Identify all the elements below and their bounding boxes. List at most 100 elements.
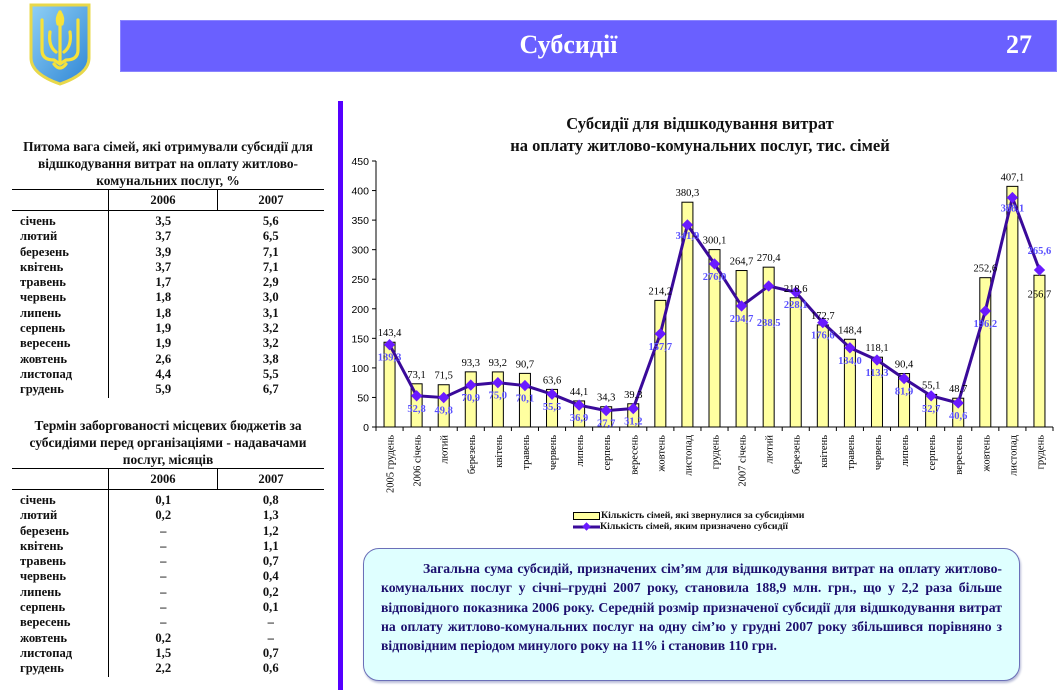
bar-data-label: 48,7 [949, 384, 967, 395]
table1-value-2007: 3,8 [262, 351, 279, 366]
table2-value-2007: 1,2 [262, 523, 279, 538]
table2-value-2006: – [160, 538, 167, 553]
table1-month: лютий [12, 229, 109, 245]
line-data-label: 52,8 [407, 404, 425, 415]
legend-label-line: Кількість сімей, яким призначено субсиді… [600, 521, 788, 532]
table1-value-2006: 2,6 [155, 351, 172, 366]
x-category-label: травень [521, 435, 532, 470]
table2-header-blank [12, 468, 109, 490]
table2-row: лютий 0,2 1,3 [12, 508, 324, 524]
table2-value-2007: 0,7 [262, 645, 279, 660]
bar-data-label: 90,7 [516, 359, 534, 370]
bar [410, 383, 423, 428]
bar-data-label: 34,3 [597, 393, 615, 404]
x-category-label: лютий [765, 435, 776, 464]
line-marker [817, 316, 829, 329]
bar-data-label: 407,1 [1001, 172, 1025, 183]
table2-value-2006: – [160, 569, 167, 584]
table1-row: жовтень 2,6 3,8 [12, 351, 324, 367]
line-data-label: 49,8 [435, 406, 453, 417]
line-marker [898, 372, 910, 385]
x-category-label: липень [575, 435, 586, 467]
table1-row: вересень 1,9 3,2 [12, 336, 324, 352]
line-marker [871, 354, 883, 366]
coat-of-arms-icon [29, 3, 91, 86]
line-data-label: 31,2 [624, 417, 642, 428]
table2-row: січень 0,1 0,8 [12, 489, 324, 509]
x-category-label: квітень [494, 435, 505, 468]
line-data-label: 265,6 [1028, 246, 1052, 257]
x-category-label: серпень [927, 435, 938, 471]
table1-title: Питома вага сімей, які отримували субсид… [23, 139, 313, 188]
table1-header-row: 2006 2007 [12, 189, 324, 211]
line-marker [600, 404, 612, 417]
table2-block: Термін заборгованості місцевих бюджетів … [12, 417, 324, 677]
table1-value-2006: 1,9 [155, 321, 172, 336]
line-data-label: 204,7 [730, 314, 754, 325]
bar-data-label: 55,1 [922, 380, 940, 391]
table1-header-blank [12, 189, 109, 211]
legend-item-line: Кількість сімей, яким призначено субсиді… [573, 521, 804, 532]
y-tick-label: 200 [351, 304, 369, 316]
bar-data-label: 218,6 [784, 284, 808, 295]
table2-value-2006: – [160, 600, 167, 615]
line-marker [790, 286, 802, 298]
table2-month: вересень [12, 615, 109, 631]
line-data-label: 55,5 [543, 402, 561, 413]
y-tick-label: 250 [351, 274, 369, 286]
table2-value-2006: – [160, 523, 167, 538]
table2-row: квітень – 1,1 [12, 538, 324, 555]
table2-row: липень – 0,2 [12, 584, 324, 601]
line-marker [573, 399, 585, 411]
table2-value-2007: 0,6 [262, 661, 279, 676]
line-data-label: 157,7 [649, 342, 673, 353]
bar-data-label: 44,1 [570, 387, 588, 398]
bar-data-label: 380,3 [676, 188, 700, 199]
table2-value-2006: – [160, 554, 167, 569]
bar-data-label: 264,7 [730, 257, 754, 268]
legend-swatch-bar [573, 511, 600, 520]
y-tick-label: 450 [351, 156, 369, 168]
line-marker [519, 379, 531, 392]
table2-header-2007: 2007 [217, 468, 324, 490]
x-category-label: грудень [1035, 435, 1046, 470]
table2-value-2007: 0,8 [262, 493, 279, 507]
table2-value-2006: – [160, 584, 167, 599]
line-data-label: 228,1 [784, 300, 808, 311]
page-title: Субсидії [519, 30, 618, 59]
bar [654, 299, 667, 428]
line-marker [681, 219, 694, 231]
table1-value-2007: 3,1 [262, 305, 279, 320]
table2-value-2007: 0,4 [262, 569, 279, 584]
bar-data-label: 90,4 [895, 360, 914, 371]
line-marker [627, 402, 639, 415]
table2-value-2006: 0,2 [155, 508, 172, 523]
bar-data-label: 148,4 [838, 325, 862, 336]
table1-month: червень [12, 290, 109, 306]
bar-data-label: 172,7 [811, 311, 835, 322]
table1-month: грудень [12, 382, 109, 398]
line-data-label: 40,6 [949, 411, 967, 422]
bar-data-label: 118,1 [865, 343, 888, 354]
y-tick-label: 100 [351, 363, 369, 375]
bar [464, 371, 477, 428]
table1-row: серпень 1,9 3,2 [12, 321, 324, 337]
bar [518, 372, 531, 428]
y-tick-label: 0 [363, 422, 369, 434]
bar [735, 270, 748, 428]
legend-item-bars: Кількість сімей, які звернулися за субси… [573, 510, 804, 521]
bar-data-label: 300,1 [703, 236, 727, 247]
table2-month: січень [12, 489, 109, 509]
table1-value-2006: 3,5 [155, 214, 172, 228]
legend-swatch-line [573, 521, 600, 531]
x-category-label: жовтень [656, 435, 667, 473]
table2-row: травень – 0,7 [12, 554, 324, 570]
table1-value-2006: 1,9 [155, 336, 172, 351]
subsidies-chart: 0 50 100 150 200 250 300 350 400 450 143,4 73,1 71,5… [351, 156, 1054, 493]
line-data-label: 176,6 [811, 331, 835, 342]
bar [708, 249, 721, 428]
table1-value-2006: 3,7 [155, 229, 172, 244]
line-data-label: 52,7 [922, 404, 940, 415]
bar-data-label: 71,5 [435, 371, 453, 382]
table1-value-2007: 6,7 [262, 382, 279, 397]
